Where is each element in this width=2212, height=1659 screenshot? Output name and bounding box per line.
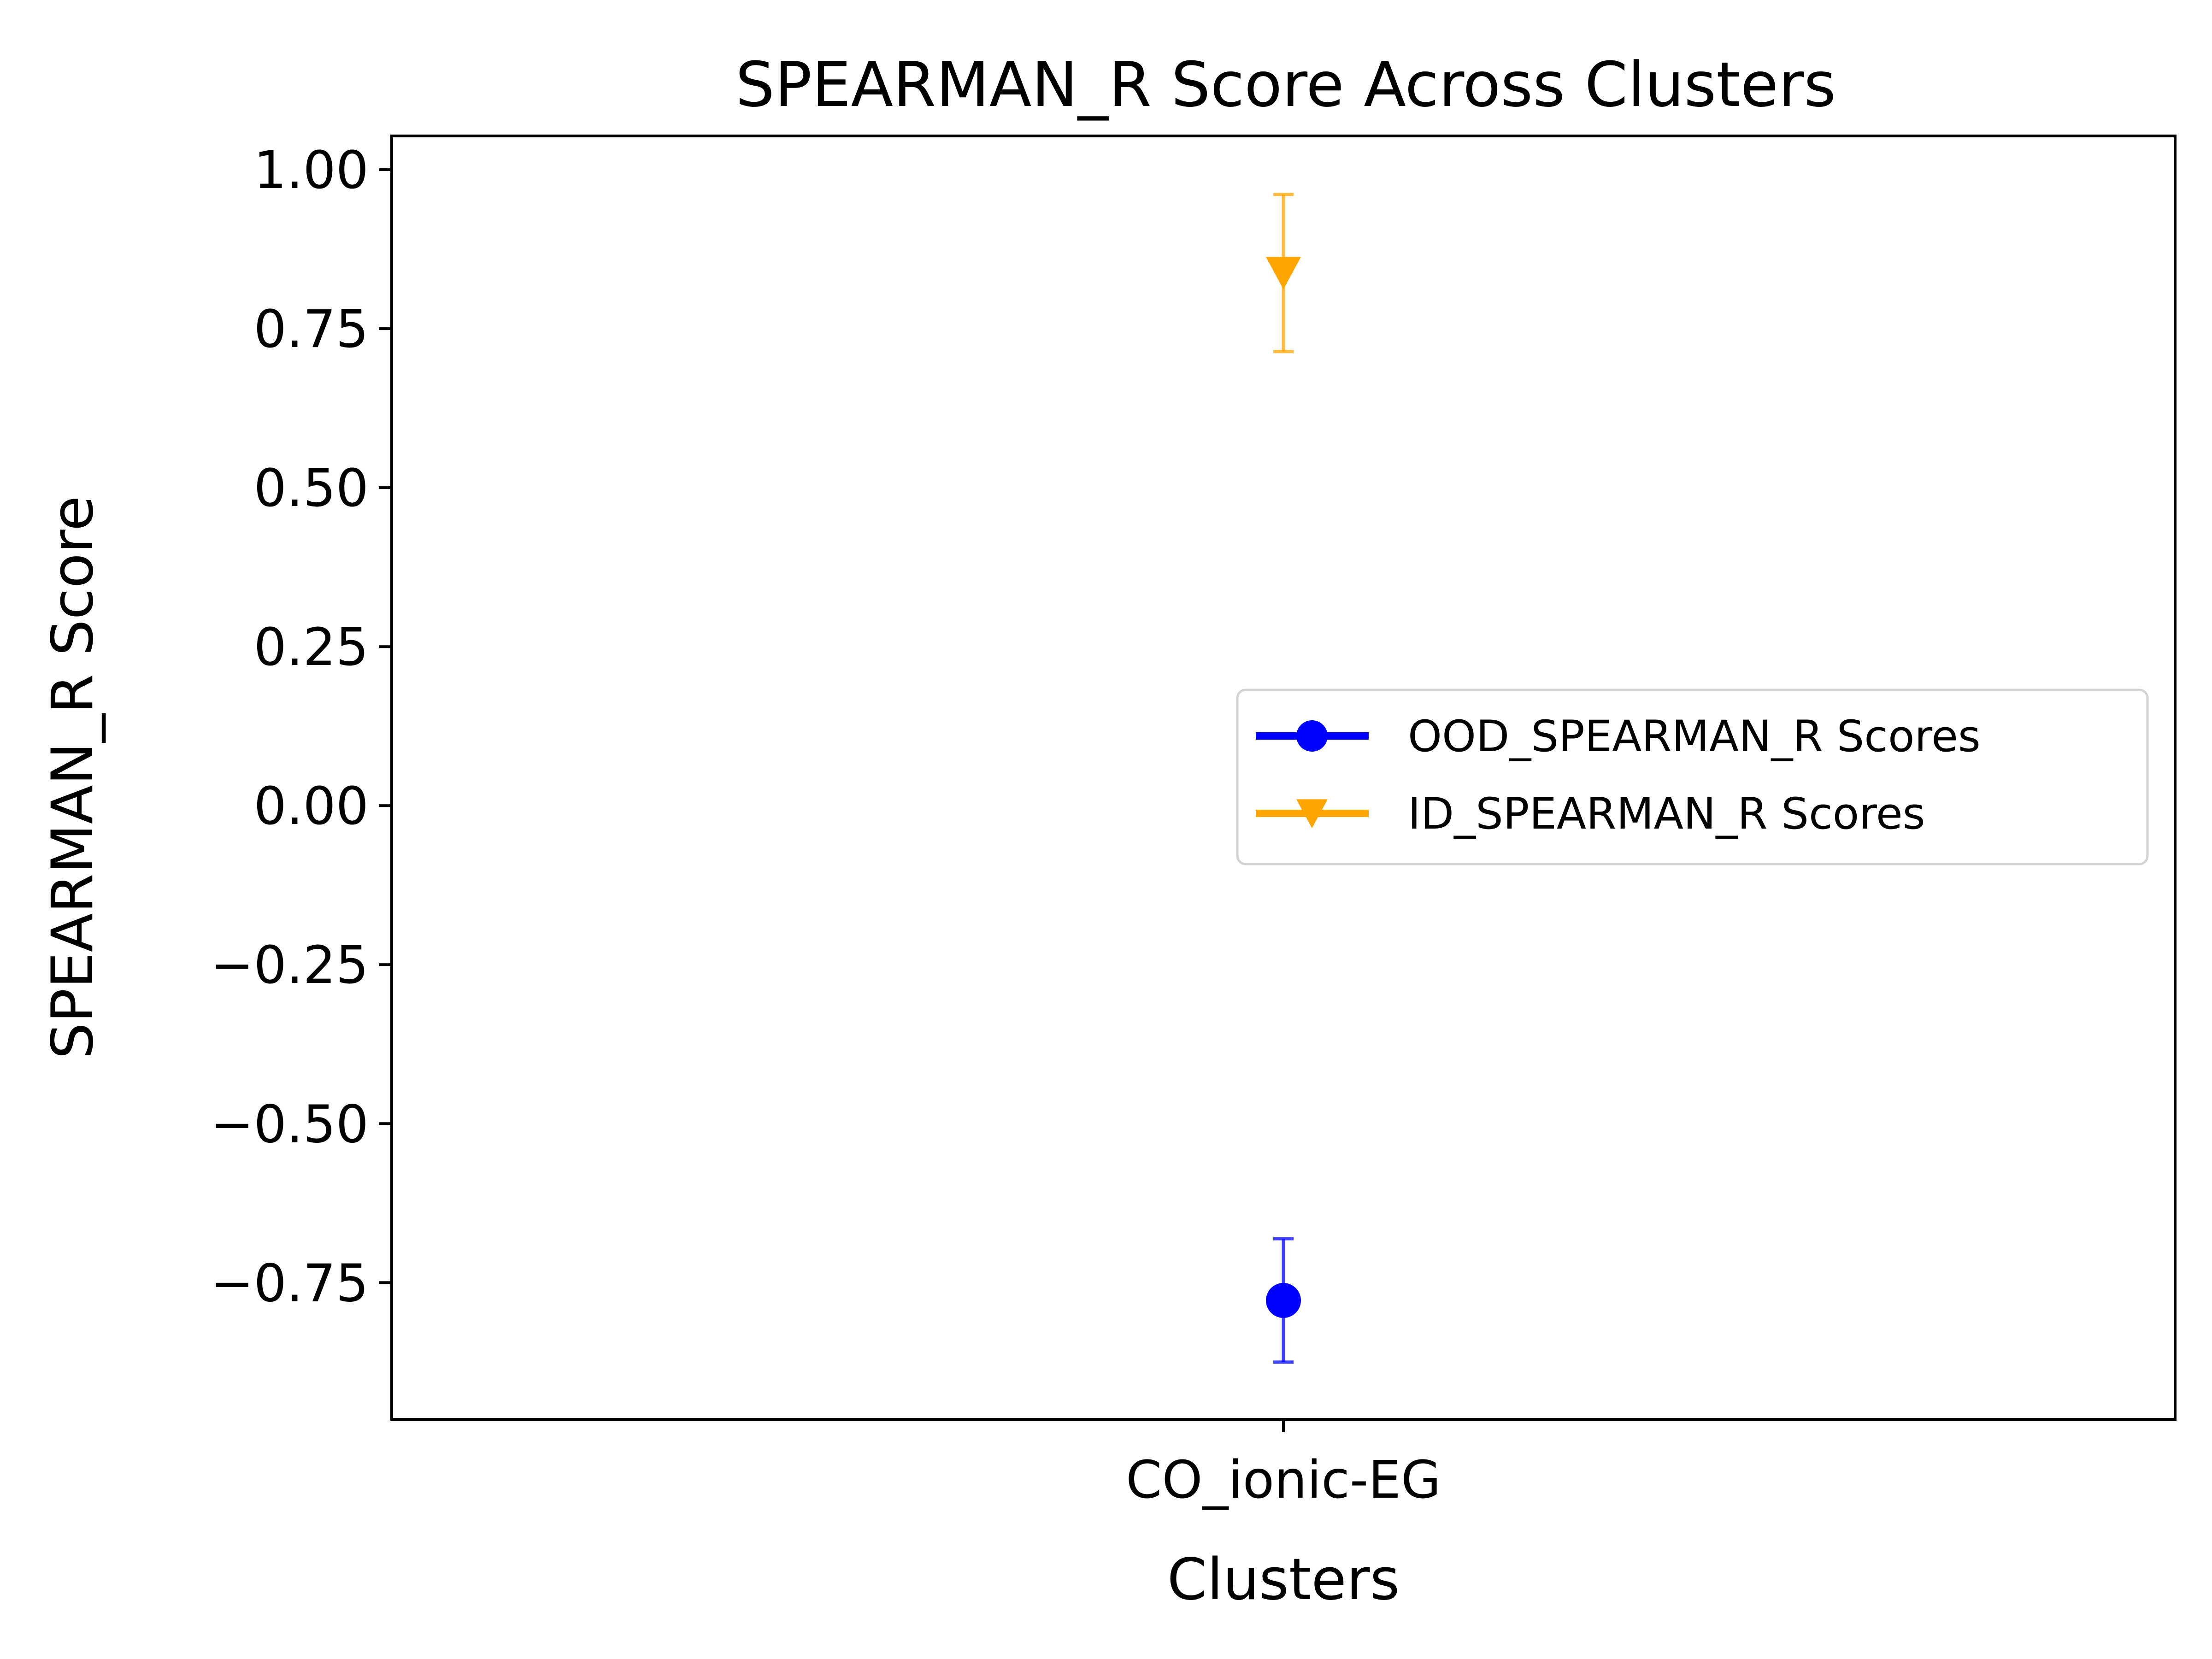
y-tick-label: 0.25	[254, 618, 369, 677]
y-tick-label: −0.25	[211, 935, 369, 995]
plot-frame	[390, 135, 2177, 1421]
x-tick-label: CO_ionic-EG	[1126, 1450, 1441, 1510]
data-point	[1266, 257, 1301, 289]
legend-label: OOD_SPEARMAN_R Scores	[1408, 712, 1981, 762]
y-tick-label: 1.00	[254, 141, 369, 200]
y-tick-label: 0.00	[254, 777, 369, 836]
legend: OOD_SPEARMAN_R Scores ID_SPEARMAN_R Score…	[1236, 688, 2149, 865]
y-tick-label: 0.75	[254, 300, 369, 359]
series-2	[1266, 193, 1301, 353]
legend-marker	[1296, 720, 1328, 752]
y-tick-label: −0.50	[211, 1094, 369, 1154]
x-axis-ticks: CO_ionic-EG	[1126, 1419, 1441, 1510]
legend-label: ID_SPEARMAN_R Scores	[1408, 789, 1925, 839]
y-tick-label: 0.50	[254, 459, 369, 518]
legend-marker	[1296, 799, 1328, 829]
legend-box	[1236, 688, 2149, 865]
series-1	[1266, 1237, 1301, 1364]
chart-title: SPEARMAN_R Score Across Clusters	[735, 49, 1836, 121]
plot-marks	[1266, 193, 1301, 1364]
x-axis-label: Clusters	[1167, 1547, 1400, 1613]
data-point	[1266, 1282, 1301, 1318]
y-tick-label: −0.75	[211, 1253, 369, 1313]
legend-items: OOD_SPEARMAN_R Scores ID_SPEARMAN_R Score…	[1256, 712, 1981, 839]
y-axis-label: SPEARMAN_R Score	[40, 496, 106, 1059]
y-axis-ticks: 1.00 0.75 0.50 0.25 0.00 −0.25 −0.50 −0.75	[211, 141, 392, 1313]
